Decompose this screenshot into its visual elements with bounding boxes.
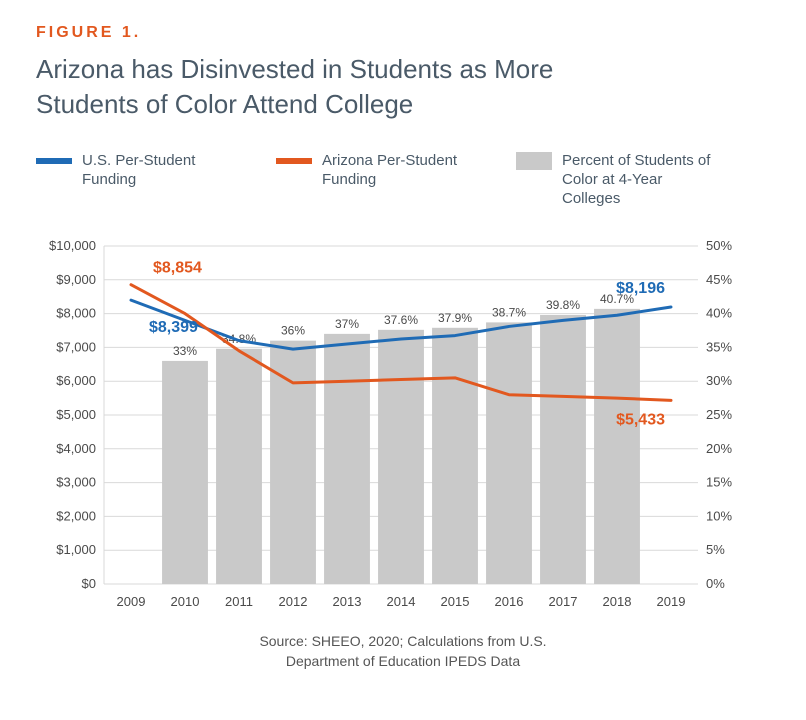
- x-tick-label: 2011: [225, 594, 253, 609]
- source-line2: Department of Education IPEDS Data: [286, 653, 520, 669]
- y-left-tick-label: $10,000: [49, 238, 96, 253]
- x-tick-label: 2009: [117, 594, 146, 609]
- x-tick-label: 2016: [495, 594, 524, 609]
- x-tick-label: 2014: [387, 594, 416, 609]
- bar: [432, 328, 478, 584]
- x-tick-label: 2019: [657, 594, 686, 609]
- figure-container: FIGURE 1. Arizona has Disinvested in Stu…: [0, 0, 806, 720]
- bar-label: 33%: [173, 344, 197, 358]
- legend-item: Arizona Per-Student Funding: [276, 152, 476, 190]
- y-right-tick-label: 40%: [706, 306, 732, 321]
- bar-label: 37%: [335, 317, 359, 331]
- y-left-tick-label: $3,000: [56, 475, 96, 490]
- bar: [594, 309, 640, 584]
- callout-label: $8,196: [616, 280, 665, 297]
- x-tick-label: 2018: [603, 594, 632, 609]
- legend-swatch-line: [36, 158, 72, 164]
- y-right-tick-label: 20%: [706, 441, 732, 456]
- y-right-tick-label: 30%: [706, 374, 732, 389]
- y-right-tick-label: 15%: [706, 475, 732, 490]
- source-note: Source: SHEEO, 2020; Calculations from U…: [36, 632, 770, 671]
- bar: [270, 341, 316, 584]
- y-left-tick-label: $5,000: [56, 407, 96, 422]
- y-left-tick-label: $6,000: [56, 374, 96, 389]
- x-tick-label: 2013: [333, 594, 362, 609]
- x-tick-label: 2017: [549, 594, 578, 609]
- bar: [486, 323, 532, 585]
- figure-label: FIGURE 1.: [36, 24, 770, 42]
- y-right-tick-label: 5%: [706, 543, 725, 558]
- y-right-tick-label: 25%: [706, 407, 732, 422]
- y-left-tick-label: $1,000: [56, 543, 96, 558]
- legend-label: U.S. Per-Student Funding: [82, 152, 236, 190]
- y-right-tick-label: 0%: [706, 576, 725, 591]
- y-left-tick-label: $7,000: [56, 340, 96, 355]
- callout-label: $8,854: [153, 260, 202, 277]
- source-line1: Source: SHEEO, 2020; Calculations from U…: [259, 633, 546, 649]
- x-tick-label: 2015: [441, 594, 470, 609]
- figure-title: Arizona has Disinvested in Students as M…: [36, 52, 770, 122]
- legend-swatch-line: [276, 158, 312, 164]
- bar-label: 37.9%: [438, 311, 472, 325]
- callout-label: $8,399: [149, 320, 198, 337]
- bar: [216, 349, 262, 584]
- bar-label: 39.8%: [546, 298, 580, 312]
- legend-swatch-box: [516, 152, 552, 170]
- legend-label: Percent of Students of Color at 4-Year C…: [562, 152, 716, 208]
- y-left-tick-label: $0: [82, 576, 96, 591]
- y-right-tick-label: 45%: [706, 272, 732, 287]
- y-left-tick-label: $2,000: [56, 509, 96, 524]
- y-left-tick-label: $4,000: [56, 441, 96, 456]
- bar-label: 36%: [281, 324, 305, 338]
- y-right-tick-label: 35%: [706, 340, 732, 355]
- legend-label: Arizona Per-Student Funding: [322, 152, 476, 190]
- legend-item: Percent of Students of Color at 4-Year C…: [516, 152, 716, 208]
- x-tick-label: 2010: [171, 594, 200, 609]
- figure-title-line1: Arizona has Disinvested in Students as M…: [36, 54, 553, 84]
- y-right-tick-label: 50%: [706, 238, 732, 253]
- bar: [378, 330, 424, 584]
- bar-label: 37.6%: [384, 313, 418, 327]
- x-tick-label: 2012: [279, 594, 308, 609]
- bar: [540, 315, 586, 584]
- bar: [324, 334, 370, 584]
- legend-item: U.S. Per-Student Funding: [36, 152, 236, 190]
- y-left-tick-label: $9,000: [56, 272, 96, 287]
- chart-svg: $0 0% $1,000 5% $2,000 10% $3,000 15% $4,000 20% $…: [36, 238, 766, 618]
- figure-title-line2: Students of Color Attend College: [36, 89, 413, 119]
- bar-label: 38.7%: [492, 306, 526, 320]
- y-left-tick-label: $8,000: [56, 306, 96, 321]
- callout-label: $5,433: [616, 412, 665, 429]
- chart-area: $0 0% $1,000 5% $2,000 10% $3,000 15% $4,000 20% $…: [36, 238, 770, 618]
- legend: U.S. Per-Student Funding Arizona Per-Stud…: [36, 152, 770, 208]
- y-right-tick-label: 10%: [706, 509, 732, 524]
- bar: [162, 361, 208, 584]
